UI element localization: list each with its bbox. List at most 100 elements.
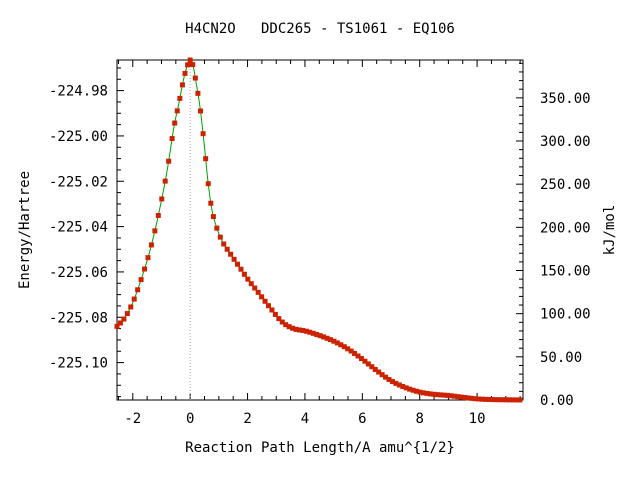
plot-frame bbox=[116, 59, 524, 401]
irc-point bbox=[438, 392, 444, 398]
irc-point bbox=[424, 390, 430, 396]
irc-point bbox=[169, 136, 175, 142]
irc-point bbox=[476, 396, 482, 402]
irc-point bbox=[187, 57, 193, 63]
irc-point bbox=[114, 323, 120, 329]
irc-point bbox=[262, 298, 268, 304]
irc-point bbox=[235, 261, 241, 267]
y2-tick-label: 300.00 bbox=[540, 134, 591, 150]
irc-point bbox=[414, 388, 420, 394]
irc-point bbox=[148, 242, 154, 248]
irc-point bbox=[138, 277, 144, 283]
irc-point bbox=[331, 338, 337, 344]
irc-point bbox=[493, 397, 499, 403]
irc-point bbox=[300, 327, 306, 333]
irc-point bbox=[482, 396, 488, 402]
x-tick-label: -2 bbox=[124, 411, 141, 427]
irc-point bbox=[293, 326, 299, 332]
irc-point bbox=[252, 285, 258, 291]
irc-point bbox=[334, 340, 340, 346]
irc-point bbox=[200, 131, 206, 137]
irc-point bbox=[496, 397, 502, 403]
irc-point bbox=[431, 391, 437, 397]
irc-point bbox=[290, 325, 296, 331]
irc-point bbox=[396, 382, 402, 388]
y2-tick-label: 100.00 bbox=[540, 307, 591, 323]
irc-point bbox=[265, 303, 271, 309]
irc-point bbox=[458, 394, 464, 400]
x-tick-label: 4 bbox=[301, 411, 309, 427]
irc-point bbox=[152, 228, 158, 234]
irc-point bbox=[465, 395, 471, 401]
y-tick-label: -225.06 bbox=[49, 265, 108, 281]
irc-point bbox=[327, 337, 333, 343]
irc-point bbox=[310, 330, 316, 336]
irc-point bbox=[355, 353, 361, 359]
irc-point bbox=[448, 393, 454, 399]
irc-point bbox=[162, 178, 168, 184]
y2-tick-label: 150.00 bbox=[540, 264, 591, 280]
irc-point bbox=[517, 397, 523, 403]
irc-point bbox=[410, 387, 416, 393]
irc-point bbox=[303, 328, 309, 334]
irc-point bbox=[441, 392, 447, 398]
irc-point bbox=[486, 396, 492, 402]
irc-point bbox=[479, 396, 485, 402]
irc-point bbox=[307, 329, 313, 335]
irc-point bbox=[248, 281, 254, 287]
irc-point bbox=[121, 316, 127, 322]
irc-point bbox=[365, 361, 371, 367]
irc-point bbox=[369, 364, 375, 370]
irc-point bbox=[513, 397, 519, 403]
y2-tick-label: 250.00 bbox=[540, 177, 591, 193]
x-axis-label: Reaction Path Length/A amu^{1/2} bbox=[185, 440, 455, 456]
irc-point bbox=[272, 311, 278, 317]
irc-point bbox=[317, 333, 323, 339]
irc-point bbox=[276, 316, 282, 322]
irc-point bbox=[455, 394, 461, 400]
irc-point bbox=[224, 246, 230, 252]
irc-point bbox=[403, 385, 409, 391]
irc-point bbox=[362, 358, 368, 364]
irc-point bbox=[185, 62, 191, 68]
irc-point bbox=[445, 392, 451, 398]
x-tick-label: 2 bbox=[243, 411, 251, 427]
irc-point bbox=[383, 374, 389, 380]
irc-point bbox=[500, 397, 506, 403]
irc-point bbox=[231, 256, 237, 262]
irc-point bbox=[376, 369, 382, 375]
y-tick-label: -225.00 bbox=[49, 129, 108, 145]
irc-point bbox=[503, 397, 509, 403]
irc-point bbox=[142, 266, 148, 272]
irc-point bbox=[179, 82, 185, 88]
y-tick-label: -225.02 bbox=[49, 174, 108, 190]
irc-point bbox=[348, 348, 354, 354]
irc-point bbox=[462, 395, 468, 401]
irc-point bbox=[283, 322, 289, 328]
irc-point bbox=[345, 346, 351, 352]
irc-point bbox=[155, 212, 161, 218]
irc-point bbox=[192, 75, 198, 81]
irc-point bbox=[434, 392, 440, 398]
irc-point bbox=[208, 200, 214, 206]
y-tick-label: -225.08 bbox=[49, 310, 108, 326]
y2-tick-label: 0.00 bbox=[540, 393, 574, 409]
y-axis-label: Energy/Hartree bbox=[17, 171, 33, 289]
y2-tick-label: 50.00 bbox=[540, 350, 582, 366]
irc-point bbox=[314, 331, 320, 337]
irc-point bbox=[177, 95, 183, 101]
irc-point bbox=[259, 294, 265, 300]
irc-point bbox=[131, 296, 137, 302]
irc-point bbox=[393, 380, 399, 386]
irc-point bbox=[166, 158, 172, 164]
y2-tick-label: 200.00 bbox=[540, 220, 591, 236]
y2-axis-label: kJ/mol bbox=[602, 205, 618, 256]
irc-point bbox=[228, 251, 234, 257]
irc-point bbox=[203, 156, 209, 162]
irc-point bbox=[472, 396, 478, 402]
irc-point bbox=[427, 391, 433, 397]
irc-point bbox=[407, 386, 413, 392]
x-tick-label: 6 bbox=[358, 411, 366, 427]
irc-point bbox=[358, 356, 364, 362]
irc-point bbox=[190, 62, 196, 68]
